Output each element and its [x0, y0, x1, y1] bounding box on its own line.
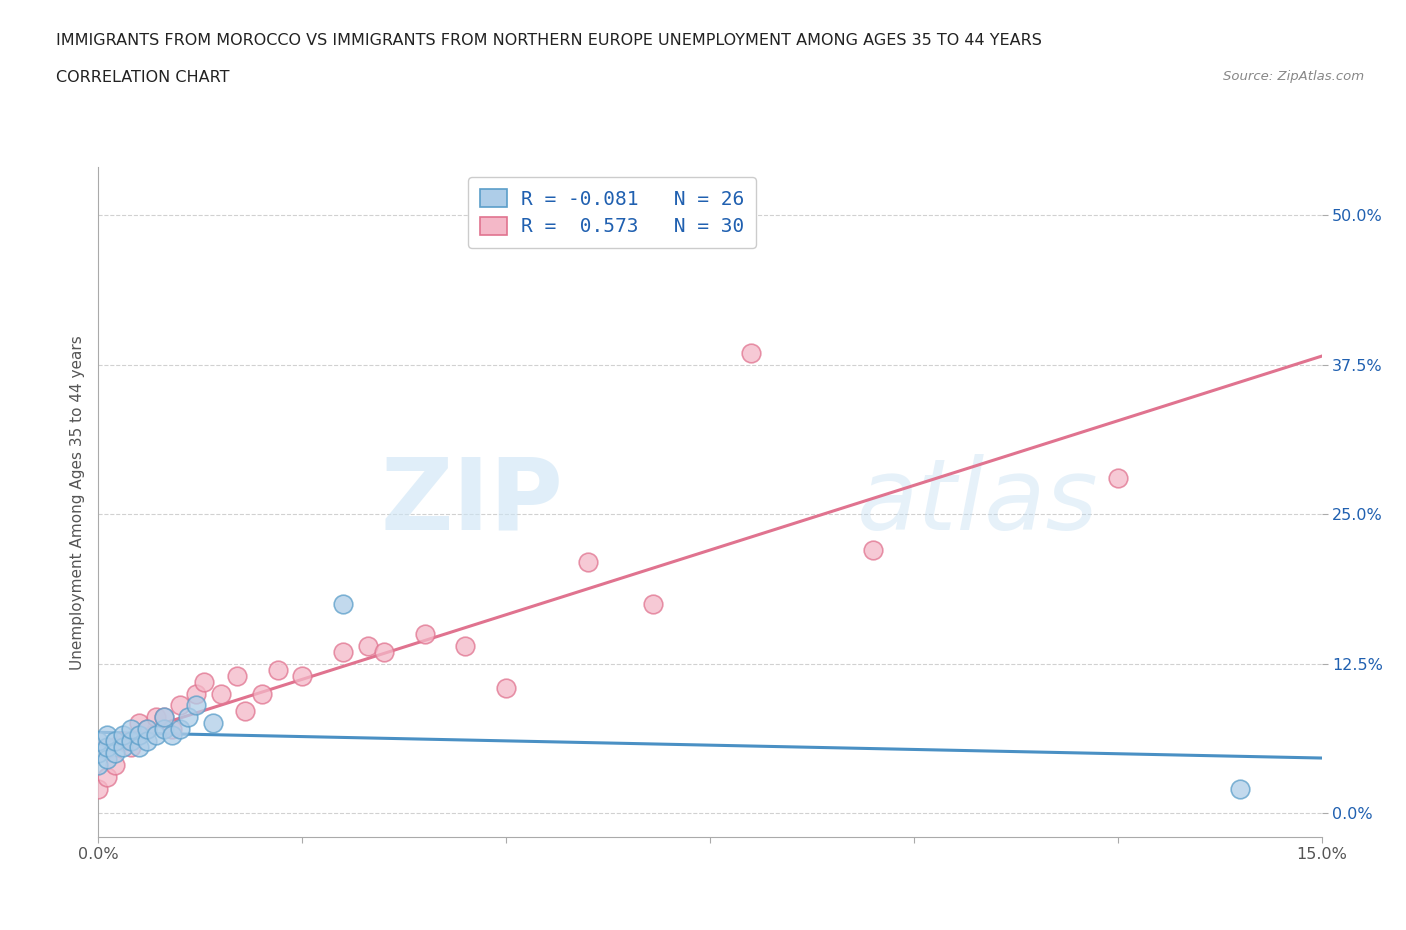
Point — [169, 698, 191, 713]
Point — [186, 698, 208, 713]
Point — [145, 710, 167, 724]
Point — [120, 734, 142, 749]
Point — [152, 722, 174, 737]
Point — [267, 662, 290, 677]
Point — [96, 740, 118, 755]
Point — [169, 722, 191, 737]
Point — [454, 638, 477, 653]
Point — [201, 716, 224, 731]
Point — [87, 782, 110, 797]
Point — [136, 734, 159, 749]
Point — [120, 740, 142, 755]
Point — [576, 554, 599, 569]
Point — [87, 734, 110, 749]
Point — [209, 686, 232, 701]
Text: ZIP: ZIP — [381, 454, 564, 551]
Point — [136, 722, 159, 737]
Point — [373, 644, 395, 659]
Point — [332, 644, 354, 659]
Y-axis label: Unemployment Among Ages 35 to 44 years: Unemployment Among Ages 35 to 44 years — [69, 335, 84, 670]
Point — [226, 668, 249, 683]
Point — [136, 722, 159, 737]
Point — [862, 542, 884, 557]
Point — [495, 680, 517, 695]
Point — [1229, 782, 1251, 797]
Point — [740, 345, 762, 360]
Point — [128, 728, 150, 743]
Point — [120, 722, 142, 737]
Text: Source: ZipAtlas.com: Source: ZipAtlas.com — [1223, 70, 1364, 83]
Point — [413, 626, 436, 641]
Point — [233, 704, 256, 719]
Point — [160, 728, 183, 743]
Point — [104, 734, 127, 749]
Point — [186, 686, 208, 701]
Point — [250, 686, 273, 701]
Point — [96, 770, 118, 785]
Point — [160, 722, 183, 737]
Text: CORRELATION CHART: CORRELATION CHART — [56, 70, 229, 85]
Point — [152, 710, 174, 724]
Text: atlas: atlas — [856, 454, 1098, 551]
Point — [104, 758, 127, 773]
Point — [111, 740, 134, 755]
Point — [96, 728, 118, 743]
Point — [177, 710, 200, 724]
Point — [87, 758, 110, 773]
Point — [111, 734, 134, 749]
Point — [87, 746, 110, 761]
Point — [96, 751, 118, 766]
Point — [641, 596, 664, 611]
Point — [332, 596, 354, 611]
Point — [128, 740, 150, 755]
Point — [356, 638, 378, 653]
Legend: Immigrants from Morocco, Immigrants from Northern Europe: Immigrants from Morocco, Immigrants from… — [318, 925, 907, 930]
Point — [104, 746, 127, 761]
Point — [1107, 471, 1129, 485]
Point — [111, 728, 134, 743]
Point — [152, 710, 174, 724]
Point — [145, 728, 167, 743]
Point — [291, 668, 314, 683]
Text: IMMIGRANTS FROM MOROCCO VS IMMIGRANTS FROM NORTHERN EUROPE UNEMPLOYMENT AMONG AG: IMMIGRANTS FROM MOROCCO VS IMMIGRANTS FR… — [56, 33, 1042, 47]
Point — [128, 716, 150, 731]
Point — [193, 674, 215, 689]
